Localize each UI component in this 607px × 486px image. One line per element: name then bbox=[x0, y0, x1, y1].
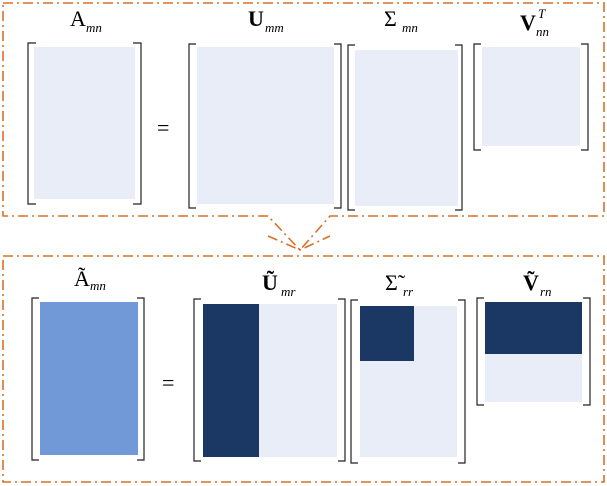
bottom-u-block bbox=[259, 304, 337, 457]
bottom-equals-sign: = bbox=[162, 370, 174, 395]
bottom-v-block bbox=[485, 354, 582, 402]
bottom-v-subscript: rn bbox=[540, 284, 552, 299]
bottom-sigma-rank-block bbox=[360, 306, 414, 361]
top-matrix-u: U mm bbox=[188, 6, 342, 209]
top-v-block bbox=[482, 47, 580, 146]
top-u-right-bracket bbox=[334, 43, 342, 209]
top-a-subscript: mn bbox=[86, 20, 102, 35]
top-sigma-block bbox=[355, 50, 458, 206]
top-sigma-right-bracket bbox=[455, 44, 463, 211]
bottom-u-left-bracket bbox=[193, 298, 201, 462]
top-a-left-bracket bbox=[27, 42, 36, 205]
top-a-label: A bbox=[70, 6, 86, 31]
bottom-a-subscript: mn bbox=[90, 278, 106, 293]
top-u-block bbox=[197, 47, 334, 204]
bottom-a-label: Ã bbox=[74, 266, 90, 291]
top-equals-sign: = bbox=[157, 115, 169, 140]
top-frame bbox=[2, 2, 605, 252]
bottom-matrix-u: Ũ mr bbox=[193, 270, 346, 462]
top-v-label: V bbox=[520, 10, 536, 35]
top-v-superscript: T bbox=[538, 6, 546, 21]
top-u-left-bracket bbox=[188, 43, 196, 209]
bottom-matrix-sigma: Σ̃ rr bbox=[350, 270, 466, 464]
top-matrix-v: V nn T bbox=[473, 6, 589, 151]
bottom-u-rank-block bbox=[203, 304, 259, 457]
top-v-left-bracket bbox=[473, 43, 481, 151]
bottom-a-right-bracket bbox=[137, 297, 145, 461]
top-matrix-a: A mn bbox=[27, 6, 142, 205]
top-sigma-subscript: mn bbox=[402, 20, 418, 35]
bottom-u-label: Ũ bbox=[262, 270, 278, 295]
top-sigma-left-bracket bbox=[347, 44, 355, 211]
bottom-u-right-bracket bbox=[338, 298, 346, 462]
bottom-v-right-bracket bbox=[583, 297, 591, 406]
bottom-a-left-bracket bbox=[31, 297, 39, 461]
bottom-frame bbox=[2, 255, 605, 483]
bottom-matrix-a: Ã mn bbox=[31, 266, 145, 461]
top-sigma-label: Σ bbox=[384, 6, 397, 31]
bottom-matrix-v: Ṽ rn bbox=[476, 270, 591, 406]
bottom-sigma-right-bracket bbox=[458, 299, 466, 464]
bottom-v-label: Ṽ bbox=[523, 270, 539, 295]
top-v-subscript: nn bbox=[536, 24, 549, 39]
top-matrix-sigma: Σ mn bbox=[347, 6, 463, 211]
bottom-a-block bbox=[40, 302, 138, 455]
frame-connector bbox=[267, 235, 331, 251]
top-a-right-bracket bbox=[133, 42, 142, 205]
top-a-block bbox=[34, 47, 135, 199]
bottom-v-rank-block bbox=[485, 302, 582, 354]
top-u-subscript: mm bbox=[265, 20, 284, 35]
bottom-sigma-subscript: rr bbox=[403, 284, 414, 299]
bottom-v-left-bracket bbox=[476, 297, 484, 406]
bottom-u-subscript: mr bbox=[281, 284, 296, 299]
top-u-label: U bbox=[248, 6, 264, 31]
top-v-right-bracket bbox=[581, 43, 589, 151]
bottom-sigma-left-bracket bbox=[350, 299, 358, 464]
